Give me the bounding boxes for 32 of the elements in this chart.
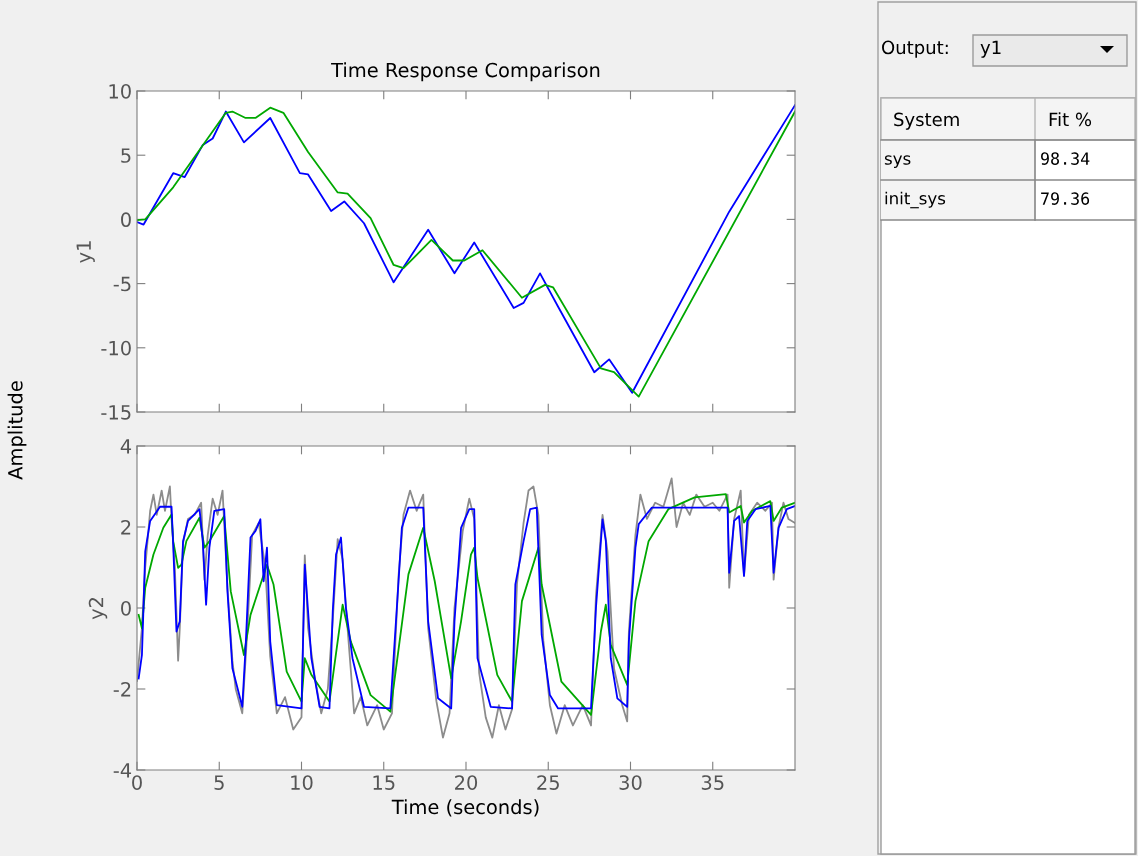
y-tick-label: 2 <box>121 519 131 535</box>
x-tick-label: 15 <box>373 775 395 790</box>
x-tick-label: 20 <box>455 775 478 790</box>
x-axis-title: Time (seconds) <box>391 799 539 817</box>
y-tick-label: -10 <box>101 340 131 356</box>
text: 98.34 <box>1041 152 1090 165</box>
y-tick-label: -4 <box>113 763 132 778</box>
text: System <box>894 112 959 130</box>
x-tick-label: 0 <box>132 775 142 790</box>
x-tick-label: 35 <box>701 775 724 790</box>
text: Fit % <box>1049 112 1092 127</box>
y-tick-label: 10 <box>109 83 131 99</box>
y-tick-label: -5 <box>113 276 131 292</box>
y-axis-title: y2 <box>88 598 108 620</box>
y-tick-label: 0 <box>121 600 131 616</box>
x-tick-label: 25 <box>537 775 559 790</box>
y-tick-label: -15 <box>101 405 131 420</box>
text: y1 <box>980 40 1001 58</box>
text: sys <box>884 155 911 169</box>
text: 79.36 <box>1041 192 1090 205</box>
text: Output: <box>882 40 948 58</box>
text: init_sys <box>885 191 946 209</box>
chart-title: Time Response Comparison <box>331 62 600 82</box>
x-tick-label: 5 <box>214 775 224 790</box>
y-tick-label: 5 <box>121 148 131 163</box>
x-tick-label: 10 <box>291 775 313 790</box>
x-tick-label: 30 <box>619 775 642 790</box>
y-tick-label: 4 <box>120 439 132 454</box>
text: Amplitude <box>7 381 27 480</box>
y-axis-title: y1 <box>76 241 95 263</box>
y-tick-label: 0 <box>121 212 131 228</box>
y-tick-label: -2 <box>113 681 131 697</box>
